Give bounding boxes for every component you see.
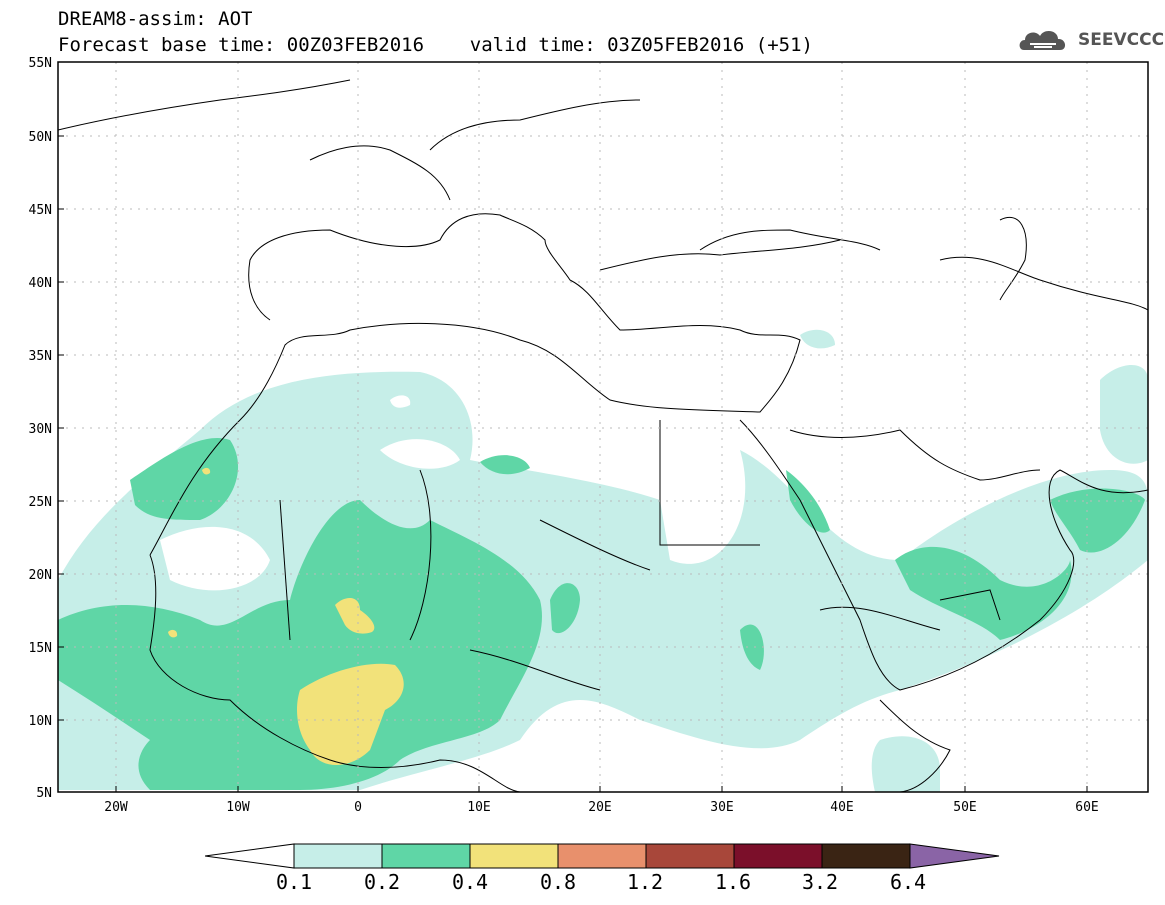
colorbar-label: 0.1 (275, 870, 313, 894)
colorbar-box (821, 843, 911, 869)
lat-label: 10N (29, 714, 52, 729)
lat-label: 50N (29, 130, 52, 145)
lon-label: 60E (1075, 800, 1098, 815)
coastlines (58, 79, 1148, 792)
colorbar-label: 0.4 (451, 870, 489, 894)
lon-label: 50E (953, 800, 976, 815)
lon-label: 20E (588, 800, 611, 815)
lat-label: 20N (29, 568, 52, 583)
colorbar-box (645, 843, 735, 869)
colorbar-label: 0.2 (363, 870, 401, 894)
seevccc-logo: SEEVCCC (1016, 22, 1164, 58)
lat-label: 55N (29, 56, 52, 71)
title-line-2: Forecast base time: 00Z03FEB2016 valid t… (58, 34, 813, 56)
lat-labels: 55N 50N 45N 40N 35N 30N 25N 20N 15N 10N … (29, 56, 52, 801)
colorbar-box (381, 843, 471, 869)
lon-label: 40E (830, 800, 853, 815)
aot-field (58, 329, 1148, 792)
colorbar-segments (205, 843, 1000, 869)
lon-labels: 20W 10W 0 10E 20E 30E 40E 50E 60E (104, 800, 1098, 815)
colorbar-box (733, 843, 823, 869)
colorbar-box (557, 843, 647, 869)
lon-label: 20W (104, 800, 128, 815)
lat-label: 35N (29, 349, 52, 364)
lat-label: 25N (29, 495, 52, 510)
title-line-1: DREAM8-assim: AOT (58, 8, 253, 30)
colorbar (205, 843, 1000, 869)
lon-label: 30E (710, 800, 733, 815)
lat-label: 15N (29, 641, 52, 656)
colorbar-label: 1.2 (626, 870, 664, 894)
lat-label: 30N (29, 422, 52, 437)
lon-label: 10W (226, 800, 250, 815)
lat-label: 45N (29, 203, 52, 218)
colorbar-label: 0.8 (539, 870, 577, 894)
colorbar-label: 1.6 (714, 870, 752, 894)
logo-text: SEEVCCC (1078, 30, 1165, 50)
lat-label: 40N (29, 276, 52, 291)
colorbar-labels: 0.1 0.2 0.4 0.8 1.2 1.6 3.2 6.4 (0, 870, 1165, 896)
colorbar-label: 3.2 (801, 870, 839, 894)
map-frame (57, 61, 1149, 793)
lon-label: 0 (354, 800, 362, 815)
lat-label: 5N (36, 786, 52, 801)
cloud-icon (1019, 30, 1066, 50)
colorbar-label: 6.4 (889, 870, 927, 894)
graticule (58, 62, 1148, 792)
colorbar-arrow-right (909, 843, 1000, 869)
colorbar-box (469, 843, 559, 869)
tick-marks (58, 61, 1088, 792)
colorbar-box (293, 843, 383, 869)
colorbar-arrow-left (205, 843, 295, 869)
lon-label: 10E (467, 800, 490, 815)
